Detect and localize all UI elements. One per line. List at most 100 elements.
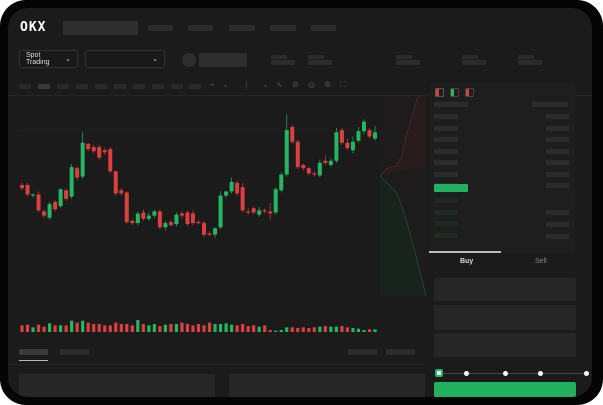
- ask-price: [434, 148, 458, 154]
- bid-price: [434, 198, 458, 203]
- toolbar-icon[interactable]: ⌄: [222, 80, 229, 89]
- app-screen: OKX Spot Trading ⌄ ⌄ ⌁ ⌄ ⎸ ⌄ ∿ ⊘ ◎ ⚙ ⛶ Buy Sell: [8, 8, 592, 397]
- tab-history[interactable]: [60, 349, 89, 355]
- candle-body: [262, 210, 267, 212]
- timeframe-button: [57, 84, 69, 89]
- volume-bar: [367, 329, 372, 332]
- nav-item[interactable]: [188, 25, 213, 31]
- orderbook-bids-icon[interactable]: [450, 88, 459, 97]
- candlestick-chart[interactable]: [8, 96, 428, 336]
- volume-bar: [103, 325, 107, 332]
- candle-body: [135, 213, 140, 224]
- buy-button[interactable]: [434, 382, 576, 397]
- volume-bar: [290, 327, 294, 332]
- toolbar-icon[interactable]: ∿: [276, 80, 283, 89]
- volume-bar: [75, 322, 79, 332]
- candle-body: [284, 130, 289, 175]
- toolbar-icon[interactable]: ◎: [308, 80, 315, 89]
- ask-amount: [546, 125, 569, 131]
- volume-bar: [257, 326, 261, 332]
- slider-mark-50[interactable]: [503, 371, 508, 376]
- volume-bar: [345, 327, 350, 332]
- candle-body: [235, 182, 240, 194]
- candle-body: [207, 233, 212, 235]
- volume-bar: [191, 325, 195, 332]
- candle-body: [257, 210, 262, 215]
- candle-body: [190, 213, 195, 224]
- volume-bar: [47, 323, 52, 332]
- buy-tab-underline: [429, 251, 501, 253]
- filter-button[interactable]: [348, 349, 377, 355]
- toolbar-icon[interactable]: ⚙: [324, 80, 332, 89]
- bottom-panel-right: [229, 374, 425, 397]
- slider-mark-25[interactable]: [464, 371, 469, 376]
- depth-asks-area: [380, 96, 426, 176]
- candle-body: [53, 201, 58, 210]
- candle-body: [86, 143, 91, 150]
- ask-price: [434, 114, 458, 119]
- toolbar-icon[interactable]: ⌁: [210, 80, 215, 89]
- volume-bar: [141, 324, 145, 332]
- candle-body: [163, 223, 168, 228]
- chevron-down-icon: ⌄: [152, 56, 158, 63]
- search-bar[interactable]: [63, 21, 138, 35]
- volume-bar: [279, 330, 283, 332]
- candle-body: [350, 141, 355, 151]
- volume-bar: [224, 323, 228, 332]
- total-input[interactable]: [434, 333, 576, 357]
- slider-mark-100[interactable]: [584, 371, 589, 376]
- candle-body: [213, 228, 218, 235]
- orderbook-asks-icon[interactable]: [465, 88, 474, 97]
- pair-selector[interactable]: ⌄: [85, 50, 165, 68]
- slider-track[interactable]: [439, 373, 587, 374]
- volume-bar: [285, 327, 289, 332]
- nav-item[interactable]: [148, 25, 173, 31]
- orderbook-both-icon[interactable]: [435, 88, 444, 97]
- candle-body: [108, 149, 113, 172]
- price-input[interactable]: [434, 278, 576, 301]
- volume-bar: [323, 326, 327, 332]
- candle-body: [323, 160, 328, 163]
- nav-item[interactable]: [311, 25, 336, 31]
- volume-bar: [59, 325, 63, 332]
- volume-bar: [356, 328, 361, 332]
- volume-bar: [125, 324, 129, 332]
- volume-bar: [114, 322, 118, 332]
- ask-amount: [546, 171, 569, 177]
- ask-amount: [546, 160, 569, 165]
- volume-bar: [180, 322, 184, 332]
- tab-sell[interactable]: Sell: [535, 258, 547, 265]
- depth-bids-line: [379, 175, 427, 297]
- ask-amount: [546, 183, 569, 188]
- active-tab-underline: [19, 360, 48, 361]
- volume-bar: [268, 330, 272, 332]
- market-selector[interactable]: Spot Trading ⌄: [19, 50, 78, 68]
- slider-mark-75[interactable]: [538, 371, 543, 376]
- candle-body: [290, 126, 295, 142]
- toolbar-icon[interactable]: ⊘: [292, 80, 299, 89]
- ask-price: [434, 125, 458, 131]
- volume-bar: [70, 320, 74, 332]
- amount-input[interactable]: [434, 305, 576, 330]
- candle-body: [157, 211, 162, 228]
- nav-item[interactable]: [270, 25, 296, 31]
- toolbar-icon[interactable]: ⛶: [340, 80, 346, 89]
- volume-bar: [31, 327, 35, 332]
- filter-button[interactable]: [386, 349, 415, 355]
- tab-open-orders[interactable]: [19, 349, 48, 355]
- candle-body: [69, 167, 74, 197]
- slider-handle[interactable]: [435, 369, 443, 377]
- toolbar-icon[interactable]: ⎸: [246, 80, 254, 89]
- tab-buy[interactable]: Buy: [460, 258, 474, 265]
- candle-body: [20, 185, 24, 189]
- nav-item[interactable]: [229, 25, 255, 31]
- stat-value: [396, 60, 420, 65]
- volume-bar: [92, 324, 96, 332]
- volume-bar: [64, 325, 68, 332]
- divider: [8, 364, 428, 365]
- stat-value: [462, 60, 486, 65]
- candle-body: [97, 147, 102, 158]
- price-display: [199, 53, 247, 67]
- stat-label: [271, 55, 287, 59]
- toolbar-icon[interactable]: ⌄: [262, 80, 269, 89]
